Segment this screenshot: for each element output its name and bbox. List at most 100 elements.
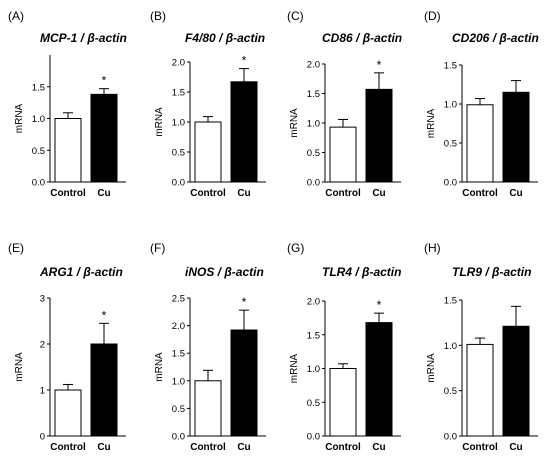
y-tick-label: 1.5 (307, 89, 320, 100)
bar-cu (230, 81, 258, 183)
chart-title-suffix: / β-actin (352, 265, 401, 279)
panel-letter: (E) (8, 241, 24, 255)
chart-title-suffix: / β-actin (73, 265, 122, 279)
y-axis-label: mRNA (14, 352, 25, 382)
y-tick-label: 2.0 (307, 297, 320, 308)
chart-title-gene: CD86 (322, 31, 353, 45)
bar-control (194, 380, 222, 437)
y-tick-label: 0.5 (307, 398, 320, 409)
y-tick-label: 1.5 (444, 61, 457, 72)
x-category-label: Control (190, 188, 226, 199)
chart-title-suffix: / β-actin (489, 31, 538, 45)
y-tick-label: 1.5 (444, 296, 457, 307)
bar-control (329, 368, 357, 437)
x-category-label: Cu (237, 188, 250, 199)
significance-marker: * (102, 308, 107, 322)
y-tick-label: 1.0 (172, 376, 185, 387)
x-category-label: Cu (372, 442, 385, 453)
panel-letter: (G) (287, 241, 304, 255)
chart-title-suffix: / β-actin (214, 265, 263, 279)
y-tick-label: 1.0 (307, 364, 320, 375)
chart-title-gene: iNOS (185, 265, 214, 279)
bar-cu (90, 343, 118, 437)
chart-title: F4/80 / β-actin (185, 31, 265, 45)
y-axis-label: mRNA (289, 353, 300, 383)
significance-marker: * (102, 74, 107, 88)
chart-title: CD86 / β-actin (322, 31, 402, 45)
x-category-label: Control (462, 442, 498, 453)
y-tick-label: 2.0 (172, 321, 185, 332)
y-tick-label: 2.0 (172, 58, 185, 69)
y-tick-label: 2.0 (307, 60, 320, 71)
panel-letter: (H) (424, 241, 441, 255)
panel-letter: (B) (150, 9, 166, 23)
y-tick-label: 0.5 (307, 148, 320, 159)
chart-title: iNOS / β-actin (185, 265, 264, 279)
panel-letter: (F) (150, 241, 165, 255)
chart-title: TLR4 / β-actin (322, 265, 401, 279)
x-category-label: Control (50, 442, 86, 453)
y-tick-label: 1.0 (307, 119, 320, 130)
y-tick-label: 0.0 (307, 432, 320, 443)
y-tick-label: 1.5 (172, 349, 185, 360)
chart-title: MCP-1 / β-actin (40, 31, 127, 45)
bar-control (194, 121, 222, 183)
x-category-label: Cu (372, 188, 385, 199)
y-tick-label: 0.0 (172, 178, 185, 189)
y-tick-label: 0 (40, 432, 45, 443)
y-tick-label: 1.0 (444, 100, 457, 111)
bar-control (54, 118, 82, 183)
y-tick-label: 1.0 (32, 114, 45, 125)
y-tick-label: 0.5 (172, 404, 185, 415)
y-tick-label: 0.5 (32, 146, 45, 157)
chart-title-suffix: / β-actin (216, 31, 265, 45)
y-tick-label: 1.0 (444, 341, 457, 352)
panel-letter: (C) (287, 9, 304, 23)
y-tick-label: 0.5 (444, 386, 457, 397)
chart-title: TLR9 / β-actin (452, 265, 531, 279)
x-category-label: Control (50, 188, 86, 199)
x-category-label: Cu (509, 442, 522, 453)
y-tick-label: 0.0 (307, 178, 320, 189)
x-category-label: Cu (97, 188, 110, 199)
significance-marker: * (242, 295, 247, 309)
bar-control (54, 389, 82, 437)
panel-letter: (A) (8, 9, 24, 23)
chart-title-gene: CD206 (452, 31, 490, 45)
panel-letter: (D) (424, 9, 441, 23)
y-axis-label: mRNA (289, 108, 300, 138)
chart-title-gene: MCP-1 (40, 31, 78, 45)
y-axis-label: mRNA (426, 353, 437, 383)
y-axis-label: mRNA (154, 352, 165, 382)
y-tick-label: 0.0 (172, 432, 185, 443)
x-category-label: Control (325, 442, 361, 453)
y-tick-label: 0.0 (444, 432, 457, 443)
bar-control (466, 343, 494, 437)
y-axis-label: mRNA (426, 108, 437, 138)
chart-title-gene: TLR9 (452, 265, 482, 279)
bar-control (466, 104, 494, 183)
bar-cu (90, 93, 118, 183)
y-tick-label: 1.5 (307, 330, 320, 341)
significance-marker: * (377, 58, 382, 72)
y-tick-label: 1.5 (32, 82, 45, 93)
chart-title: ARG1 / β-actin (39, 265, 123, 279)
y-tick-label: 1.0 (172, 118, 185, 129)
x-category-label: Control (462, 188, 498, 199)
x-category-label: Cu (237, 442, 250, 453)
y-tick-label: 2 (40, 340, 45, 351)
y-tick-label: 2.5 (172, 294, 185, 305)
y-tick-label: 3 (40, 294, 45, 305)
chart-title-suffix: / β-actin (77, 31, 126, 45)
significance-marker: * (242, 54, 247, 68)
bar-cu (502, 325, 530, 437)
x-category-label: Cu (97, 442, 110, 453)
y-tick-label: 1 (40, 386, 45, 397)
y-tick-label: 0.0 (32, 178, 45, 189)
bar-cu (230, 329, 258, 437)
chart-title-gene: ARG1 (39, 265, 74, 279)
x-category-label: Cu (509, 188, 522, 199)
chart-title-gene: F4/80 (185, 31, 216, 45)
bar-cu (502, 91, 530, 183)
bar-cu (365, 322, 393, 437)
